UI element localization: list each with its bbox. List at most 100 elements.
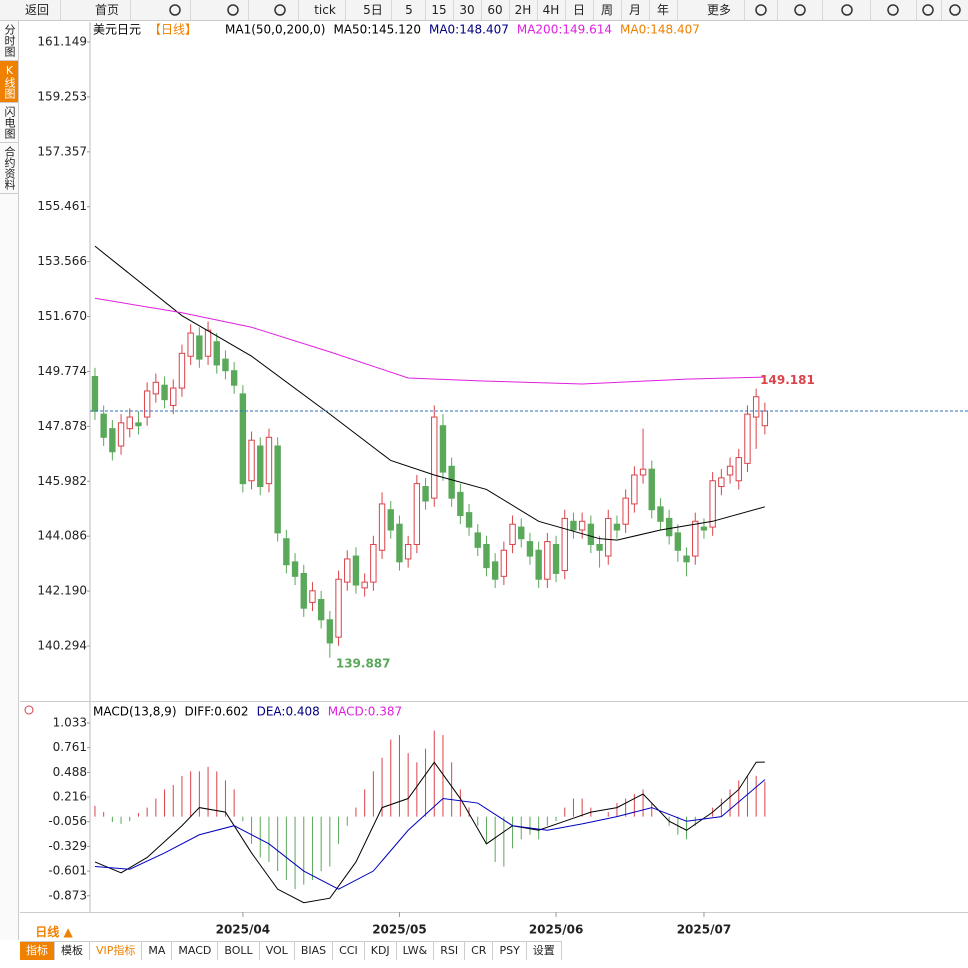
indicator-line <box>94 779 766 890</box>
toolbar-button[interactable]: 5日 <box>355 0 392 20</box>
indicator-tab[interactable]: CR <box>465 942 494 960</box>
sidebar-tab[interactable]: K线图 <box>0 61 18 103</box>
candle-body <box>700 526 708 531</box>
icon-button[interactable] <box>915 0 942 20</box>
indicator-tab[interactable]: 设置 <box>527 942 562 960</box>
candle-body <box>674 532 682 551</box>
candle-body <box>387 509 394 531</box>
sidebar-tab[interactable]: 分时图 <box>0 21 18 61</box>
legend-text: MA50:145.120 <box>333 23 421 37</box>
period-label[interactable]: 日线 ▲ <box>35 925 73 939</box>
toolbar-button[interactable]: 月 <box>621 0 650 20</box>
icon-button[interactable] <box>824 0 871 20</box>
sidebar: 分时图 K线图 闪电图 合约资料 <box>0 21 19 940</box>
candle-body <box>378 503 386 551</box>
candle-body <box>500 549 508 577</box>
candle-body <box>692 520 699 557</box>
legend-text: MA1(50,0,200,0) <box>225 23 325 37</box>
candle-body <box>439 425 447 473</box>
candle-body <box>204 329 212 357</box>
toolbar: 返回 首页 tick 5日 5 15 30 60 2H 4H 日周月年更多 <box>0 0 968 21</box>
high-label: 149.181 <box>760 373 815 387</box>
candle-body <box>213 341 220 366</box>
legend-text: MA200:149.614 <box>517 23 612 37</box>
candle-body <box>631 474 638 505</box>
candle-body <box>491 561 499 580</box>
toolbar-button[interactable]: 5 <box>393 0 426 20</box>
icon-button[interactable] <box>262 0 299 20</box>
icon-button[interactable] <box>870 0 917 20</box>
toolbar-button[interactable]: 30 <box>453 0 482 20</box>
y-tick-label: -0.329 <box>48 839 87 853</box>
candle-body <box>352 555 360 586</box>
indicator-tab[interactable]: PSY <box>493 942 527 960</box>
candle-body <box>718 477 725 488</box>
indicator-tab[interactable]: BIAS <box>295 942 334 960</box>
indicator-line <box>94 297 765 385</box>
legend-text: MA0:148.407 <box>429 23 509 37</box>
icon-button[interactable] <box>160 0 191 20</box>
indicator-tab[interactable]: BOLL <box>218 942 260 960</box>
candle-body <box>126 416 133 430</box>
toolbar-button[interactable]: 4H <box>537 0 566 20</box>
toolbar-button[interactable]: 日 <box>565 0 594 20</box>
indicator-tab[interactable]: MACD <box>172 942 219 960</box>
sidebar-tab[interactable]: 闪电图 <box>0 103 18 143</box>
indicator-tab[interactable]: LW& <box>397 942 435 960</box>
candle-body <box>578 520 586 531</box>
toolbar-button[interactable]: 15 <box>425 0 454 20</box>
icon-button[interactable] <box>745 0 778 20</box>
candle-body <box>317 599 325 621</box>
toolbar-button[interactable]: 2H <box>509 0 538 20</box>
legend-text: DIFF:0.602 <box>185 705 249 719</box>
candle-body <box>274 445 281 534</box>
indicator-tab[interactable]: MA <box>142 942 173 960</box>
indicator-tab[interactable]: VIP指标 <box>90 942 143 960</box>
toolbar-button[interactable]: 首页 <box>84 0 131 20</box>
sidebar-tab[interactable]: 合约资料 <box>0 143 18 194</box>
icon-button[interactable] <box>218 0 249 20</box>
toolbar-button[interactable]: 返回 <box>14 0 61 20</box>
y-tick-label: 145.982 <box>37 474 87 488</box>
candle-body <box>100 413 107 438</box>
toolbar-button[interactable]: tick <box>305 0 346 20</box>
candle-body <box>552 543 560 574</box>
candle-body <box>404 543 412 560</box>
candle-body <box>117 422 125 447</box>
candle-body <box>170 387 177 406</box>
candle-body <box>509 523 516 545</box>
icon-button[interactable] <box>778 0 823 20</box>
candle-body <box>370 543 377 583</box>
indicator-tab[interactable]: CCI <box>333 942 365 960</box>
candle-body <box>222 358 229 372</box>
y-tick-label: 1.033 <box>53 716 87 730</box>
candle-body <box>178 352 186 389</box>
indicator-tab[interactable]: 模板 <box>55 942 90 960</box>
indicator-tab[interactable]: VOL <box>260 942 295 960</box>
y-tick-label: 0.488 <box>53 765 87 779</box>
candle-body <box>752 396 760 418</box>
candle-body <box>622 497 629 525</box>
indicator-tab[interactable]: 指标 <box>20 942 55 960</box>
x-tick-label: 2025/05 <box>372 923 426 937</box>
toolbar-button[interactable]: 60 <box>481 0 510 20</box>
toolbar-button[interactable]: 周 <box>593 0 622 20</box>
candle-body <box>335 578 342 638</box>
legend-text: MACD:0.387 <box>328 705 402 719</box>
candle-body <box>639 468 647 476</box>
candle-body <box>465 512 473 528</box>
candle-body <box>422 486 429 502</box>
candle-body <box>709 480 716 528</box>
y-tick-label: 153.566 <box>37 254 87 268</box>
y-tick-label: 147.878 <box>37 419 87 433</box>
indicator-tab[interactable]: KDJ <box>365 942 397 960</box>
indicator-tab[interactable]: RSI <box>434 942 466 960</box>
toolbar-button[interactable]: 更多 <box>694 0 745 20</box>
candle-body <box>457 491 464 517</box>
toolbar-button[interactable]: 年 <box>649 0 678 20</box>
icon-button[interactable] <box>942 0 968 20</box>
candle-body <box>361 581 368 589</box>
candle-body <box>657 506 664 522</box>
